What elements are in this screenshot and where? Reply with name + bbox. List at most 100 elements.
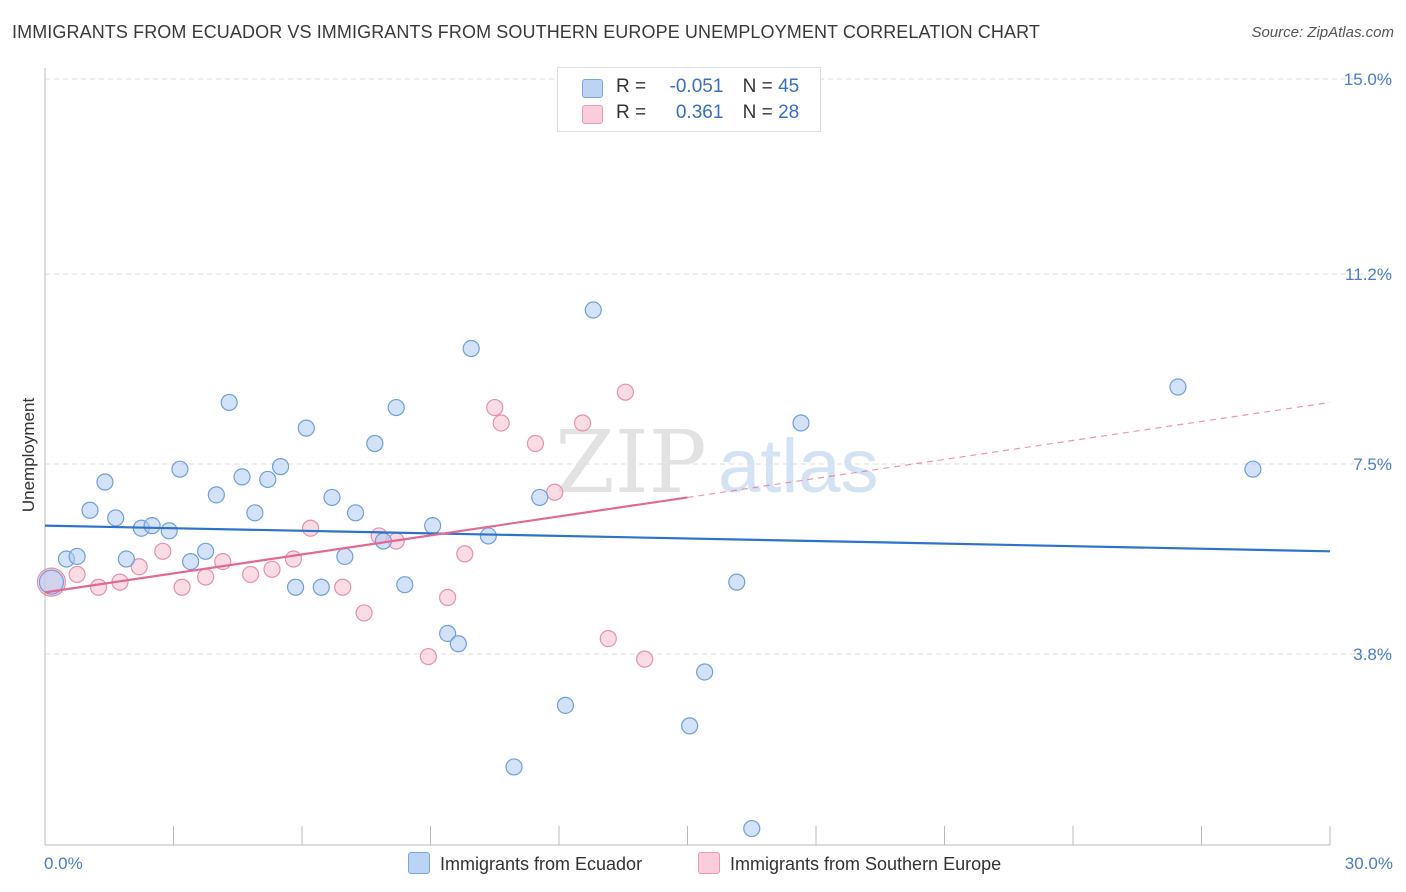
trend-lines [44,401,1331,594]
data-point [346,504,365,522]
data-point [263,560,281,578]
legend-swatch-blue [582,79,603,98]
data-point [130,558,148,576]
data-point [197,542,215,560]
data-point [505,758,523,776]
data-point [197,568,215,586]
data-point [207,486,225,504]
data-point [96,473,114,491]
chart-title: IMMIGRANTS FROM ECUADOR VS IMMIGRANTS FR… [12,22,1040,42]
data-point [89,578,108,596]
data-point [336,547,354,566]
data-point [456,545,474,563]
data-point [173,578,191,596]
data-point [233,468,251,486]
legend-swatch-pink [582,105,603,124]
data-point [107,509,125,527]
data-point [366,434,384,453]
watermark: ZIP atlas [555,413,879,513]
data-point [696,663,714,681]
data-point [271,458,290,476]
legend-n-label: N = [742,102,773,123]
data-point [792,414,810,432]
data-point [242,565,260,584]
bottom-legend-swatch-pink [698,852,720,874]
x-tick-label: 0.0% [44,854,83,873]
y-tick-label: 15.0% [1344,70,1392,89]
data-point [246,504,264,522]
axes [44,68,1331,846]
trend-line [44,496,688,594]
data-point [546,483,564,501]
bottom-legend-label: Immigrants from Southern Europe [730,854,1002,874]
data-point [1169,378,1187,396]
data-point [38,569,65,595]
data-point [531,488,549,507]
legend-n-value: 45 [778,76,800,97]
data-point [556,696,575,714]
y-tick-label: 11.2% [1345,265,1392,284]
data-point [636,650,654,668]
y-tick-label: 3.8% [1353,645,1392,664]
data-point [323,488,341,507]
data-point [743,819,761,838]
data-point [334,578,352,596]
data-point [479,527,497,545]
bottom-legend-ecuador: Immigrants from Ecuador [408,852,642,875]
tick-labels: 3.8% 7.5% 11.2% 15.0% 0.0% 30.0% [44,70,1393,873]
data-point [284,550,303,568]
legend-n-label: N = [742,76,773,97]
bottom-legend-label: Immigrants from Ecuador [440,854,643,874]
x-tick-label: 30.0% [1345,854,1393,873]
data-point [584,301,602,319]
data-point [419,647,437,666]
y-axis-title: Unemployment [19,398,38,513]
data-point [439,624,457,643]
data-point [143,517,161,535]
data-point [599,629,617,648]
data-point [449,635,467,653]
data-point [355,604,373,622]
y-tick-label: 7.5% [1353,455,1392,474]
legend-r-value: 0.361 [675,102,724,123]
source-note: Source: ZipAtlas.com [1251,24,1394,41]
legend-r-value: -0.051 [669,76,724,97]
data-point [1244,460,1262,478]
trend-line [44,524,1331,553]
series-ecuador [38,301,1262,838]
data-point [171,460,189,478]
correlation-legend: R = -0.051 N = 45 R = 0.361 N = 28 [557,67,821,132]
data-point [312,578,330,596]
data-point [301,519,320,537]
data-point [286,578,305,596]
data-point [68,547,86,566]
data-point [462,339,480,358]
data-point [259,470,277,489]
bottom-legend-swatch-blue [408,852,430,874]
legend-r-label: R = [616,102,647,123]
data-point [182,552,200,571]
data-point [486,398,504,417]
legend-n-value: 28 [778,102,800,123]
data-point [396,576,414,594]
data-point [728,573,746,591]
data-point [81,501,99,519]
data-point [220,393,238,412]
data-point [68,565,86,584]
watermark-atlas: atlas [718,424,879,509]
data-point [160,522,178,540]
data-point [616,383,634,401]
data-point [681,717,699,735]
bottom-legend-southern-europe: Immigrants from Southern Europe [698,852,1001,875]
data-point [117,550,135,568]
data-point [297,419,315,437]
legend-r-label: R = [616,76,647,97]
data-point [492,414,510,432]
data-point [573,414,592,432]
trend-line-extension [687,401,1331,499]
data-point [526,434,545,453]
data-point [424,517,442,535]
data-point [154,542,172,560]
data-point [387,398,405,417]
